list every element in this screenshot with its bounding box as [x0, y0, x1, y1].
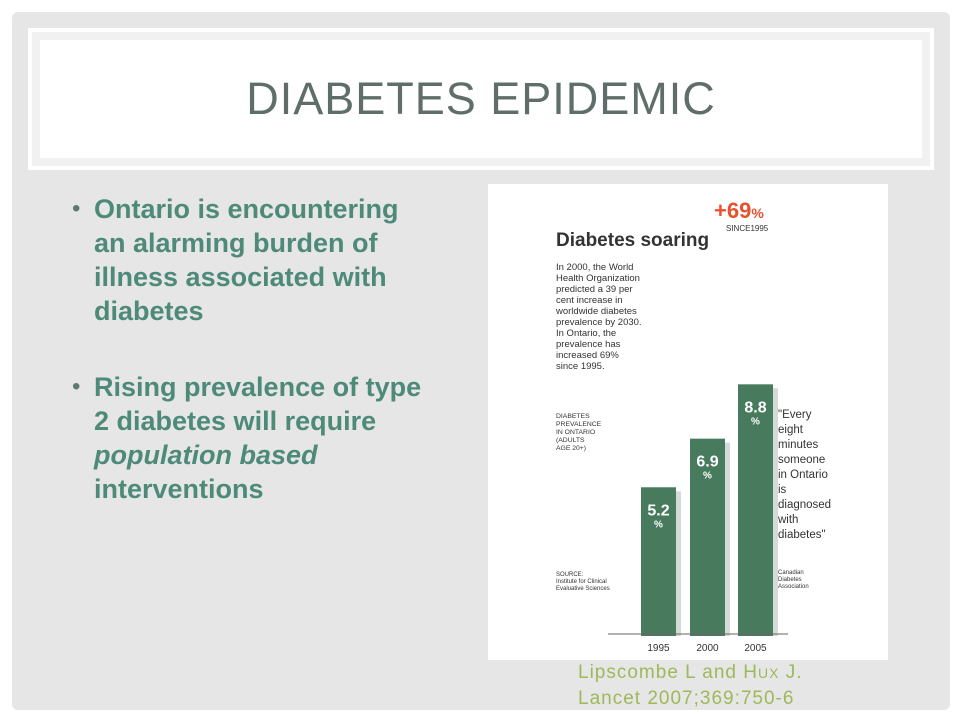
- source-line: SOURCE:: [556, 572, 584, 578]
- bullet-item: • Rising prevalence of type 2 diabetes w…: [72, 370, 432, 506]
- chart-figure: Diabetes soaring In 2000, the World Healt…: [488, 184, 888, 660]
- x-tick-label: 2005: [744, 643, 767, 654]
- bullet-text: Ontario is encountering an alarming burd…: [94, 194, 399, 326]
- quote-line: diagnosed: [778, 499, 831, 511]
- intro-line: In 2000, the World: [556, 262, 633, 273]
- intro-line: worldwide diabetes: [555, 306, 637, 317]
- bar-value-label: 5.2: [647, 502, 669, 519]
- title-area: DIABETES EPIDEMIC: [40, 40, 922, 158]
- bullet-marker: •: [72, 195, 81, 222]
- source-line: Evaluative Sciences: [556, 586, 610, 592]
- x-tick-label: 2000: [696, 643, 719, 654]
- quote-source-line: Diabetes: [778, 577, 802, 583]
- bullet-emphasis: population based: [94, 440, 318, 470]
- citation: Lipscombe L and HUX J. Lancet 2007;369:7…: [578, 660, 803, 710]
- ylabel-line: DIABETES: [556, 413, 590, 420]
- intro-line: In Ontario, the: [556, 328, 616, 339]
- x-tick-label: 1995: [647, 643, 670, 654]
- slide: DIABETES EPIDEMIC • Ontario is encounter…: [12, 12, 950, 710]
- change-label: +69%: [714, 198, 764, 223]
- bar-unit-label: %: [703, 471, 712, 482]
- change-value: +69: [714, 198, 751, 223]
- quote-line: minutes: [778, 439, 819, 451]
- quote-line: in Ontario: [778, 469, 828, 481]
- quote-line: eight: [778, 424, 804, 436]
- bar: [690, 438, 725, 636]
- chart-quote: "Every eight minutes someone in Ontario is dia…: [777, 409, 831, 541]
- bar-value-label: 6.9: [696, 454, 718, 471]
- intro-line: predicted a 39 per: [556, 284, 633, 295]
- citation-authors: Lipscombe L and H: [578, 662, 759, 683]
- quote-source-line: Association: [778, 584, 809, 590]
- quote-line: with: [777, 514, 798, 526]
- quote-source-line: Canadian: [778, 570, 804, 576]
- quote-line: is: [778, 484, 787, 496]
- citation-authors-end: J.: [779, 662, 803, 683]
- quote-line: "Every: [778, 409, 812, 421]
- intro-line: prevalence has: [556, 339, 621, 350]
- bar-unit-label: %: [654, 519, 663, 530]
- bullet-text-start: Rising prevalence of type 2 diabetes wil…: [94, 372, 422, 436]
- ylabel-line: IN ONTARIO: [556, 429, 595, 436]
- bar-value-label: 8.8: [744, 399, 766, 416]
- change-since: SINCE1995: [726, 224, 769, 233]
- intro-line: since 1995.: [556, 361, 605, 372]
- page-title: DIABETES EPIDEMIC: [246, 73, 716, 124]
- quote-line: diabetes": [778, 529, 826, 541]
- citation-line-2: Lancet 2007;369:750-6: [578, 688, 795, 709]
- quote-line: someone: [778, 454, 825, 466]
- intro-line: prevalence by 2030.: [556, 317, 642, 328]
- bullet-text: Rising prevalence of type 2 diabetes wil…: [94, 370, 432, 506]
- intro-line: increased 69%: [556, 350, 619, 361]
- bar: [641, 487, 676, 636]
- bullet-marker: •: [72, 373, 81, 400]
- citation-line-1: Lipscombe L and HUX J.: [578, 660, 803, 686]
- source-line: Institute for Clinical: [556, 579, 607, 585]
- ylabel-line: AGE 20+): [556, 445, 586, 452]
- bar-chart: Diabetes soaring In 2000, the WorldHealt…: [555, 198, 831, 654]
- chart-bars: 5.2% 1995 6.9% 2000 8.8% 2005: [641, 384, 778, 654]
- citation-authors-smallcaps: UX: [758, 665, 780, 681]
- chart-source: SOURCE:Institute for ClinicalEvaluative …: [556, 572, 610, 592]
- bar-unit-label: %: [751, 416, 760, 427]
- intro-line: cent increase in: [556, 295, 623, 306]
- bar: [738, 384, 773, 636]
- change-unit: %: [751, 205, 764, 221]
- ylabel-line: (ADULTS: [556, 437, 585, 444]
- chart-title: Diabetes soaring: [556, 230, 709, 251]
- intro-line: Health Organization: [556, 273, 640, 284]
- bullet-text-end: interventions: [94, 474, 264, 504]
- bullet-list: • Ontario is encountering an alarming bu…: [72, 192, 432, 548]
- bullet-item: • Ontario is encountering an alarming bu…: [72, 192, 432, 328]
- title-frame: DIABETES EPIDEMIC: [28, 28, 934, 170]
- ylabel-line: PREVALENCE: [556, 421, 602, 428]
